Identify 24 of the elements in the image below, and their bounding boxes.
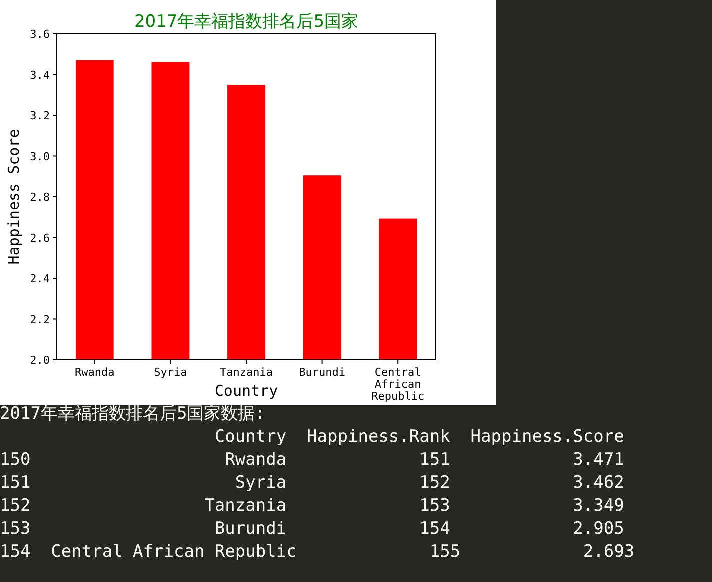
y-tick-label: 2.0: [30, 354, 50, 367]
text: Country Happiness.Rank Happiness.Score: [214, 426, 626, 449]
text: 152 Tanzania 153 3.349: [0, 495, 626, 518]
text: 2017年幸福指数排名后5国家数据:: [0, 403, 266, 426]
x-tick-label: Syria: [154, 366, 188, 379]
text: 153 Burundi 154 2.905: [0, 518, 626, 541]
text: 154 Central African Republic 155 2.693: [0, 541, 635, 564]
x-tick-label: Central African Republic: [372, 366, 425, 403]
text: 151 Syria 152 3.462: [0, 472, 626, 495]
y-tick-label: 3.6: [30, 28, 50, 41]
y-tick-label: 3.4: [30, 68, 50, 82]
y-tick-label: 3.0: [30, 150, 50, 164]
x-tick-label: Tanzania: [220, 366, 273, 379]
text: 150 Rwanda 151 3.471: [0, 449, 626, 472]
x-tick-label: Rwanda: [75, 366, 115, 379]
chart-title: 2017年幸福指数排名后5国家: [134, 12, 359, 32]
y-tick-label: 3.2: [30, 110, 50, 122]
x-axis-title: Country: [214, 382, 278, 400]
y-axis-title: Happiness Score: [5, 129, 23, 265]
y-tick-label: 2.8: [30, 191, 50, 204]
y-tick-label: 2.2: [30, 313, 50, 326]
x-tick-label: Burundi: [299, 366, 346, 379]
y-tick-label: 2.4: [30, 272, 50, 286]
y-tick-label: 2.6: [30, 232, 50, 245]
